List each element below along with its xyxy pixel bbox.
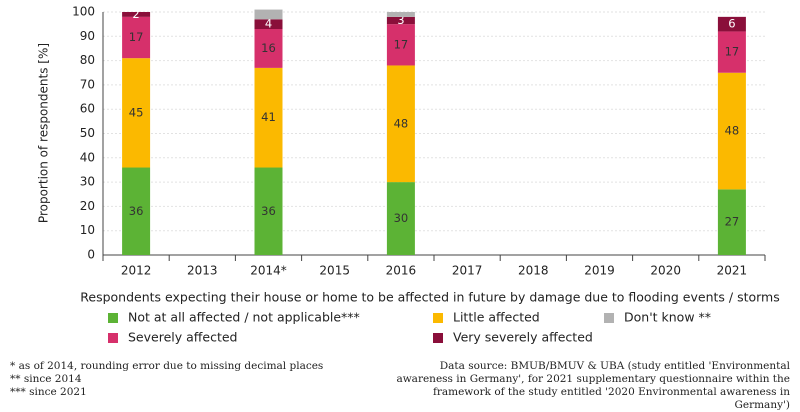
data-label: 17	[394, 37, 409, 51]
data-label: 17	[725, 45, 740, 59]
data-label: 2	[132, 7, 139, 21]
x-tick-label: 2016	[386, 264, 417, 278]
y-tick-label: 100	[72, 5, 95, 19]
legend-label: Very severely affected	[453, 330, 593, 345]
y-tick-label: 80	[80, 53, 95, 67]
bar-segment	[254, 19, 283, 30]
footnote: * as of 2014, rounding error due to miss…	[10, 360, 324, 372]
x-tick-label: 2015	[319, 264, 350, 278]
y-tick-label: 60	[80, 102, 95, 116]
bar-segment	[122, 12, 151, 17]
legend-title: Respondents expecting their house or hom…	[80, 290, 780, 305]
data-label: 30	[394, 211, 409, 225]
data-label: 27	[725, 215, 740, 229]
bar-segment	[717, 189, 746, 255]
page: Proportion of respondents [%] Respondent…	[10, 4, 790, 411]
bar-segment	[254, 67, 283, 168]
data-label: 48	[725, 124, 740, 138]
bar-segment	[386, 16, 415, 25]
bar-segment	[122, 167, 151, 255]
x-tick-label: 2021	[717, 264, 748, 278]
x-tick-label: 2014*	[250, 264, 287, 278]
data-label: 48	[394, 116, 409, 130]
data-label: 4	[265, 17, 272, 31]
y-tick-label: 70	[80, 77, 95, 91]
y-tick-label: 20	[80, 199, 95, 213]
y-tick-label: 0	[87, 248, 95, 262]
data-source: Data source: BMUB/BMUV & UBA (study enti…	[396, 360, 790, 411]
legend-swatch	[108, 313, 118, 323]
y-tick-label: 50	[80, 126, 95, 140]
legend-label: Little affected	[453, 310, 540, 325]
y-tick-label: 30	[80, 175, 95, 189]
legend-swatch	[604, 313, 614, 323]
x-tick-label: 2013	[187, 264, 218, 278]
bar-segment	[717, 16, 746, 32]
bar-segment	[122, 16, 151, 59]
footnote: ** since 2014	[10, 373, 82, 385]
y-tick-label: 40	[80, 150, 95, 164]
footnote: *** since 2021	[10, 386, 87, 398]
bar-segment	[717, 72, 746, 190]
x-tick-label: 2018	[518, 264, 549, 278]
legend-swatch	[108, 333, 118, 343]
chart: Proportion of respondents [%] Respondent…	[37, 5, 780, 345]
data-label: 41	[261, 110, 276, 124]
x-tick-label: 2019	[584, 264, 615, 278]
bar-segment	[386, 65, 415, 183]
data-label: 36	[261, 204, 276, 218]
bar-segment	[386, 12, 415, 17]
data-label: 17	[129, 30, 144, 44]
data-label: 3	[397, 13, 404, 27]
footnotes: * as of 2014, rounding error due to miss…	[10, 360, 370, 399]
legend-swatch	[433, 313, 443, 323]
legend-label: Don't know **	[624, 310, 711, 325]
y-axis-label: Proportion of respondents [%]	[37, 43, 51, 223]
x-tick-label: 2020	[650, 264, 681, 278]
bar-segment	[717, 31, 746, 73]
data-label: 6	[728, 17, 735, 31]
bar-segment	[254, 9, 283, 20]
data-label: 16	[261, 41, 276, 55]
data-label: 36	[129, 204, 144, 218]
bar-segment	[254, 167, 283, 255]
bar-segment	[386, 24, 415, 66]
data-label: 45	[129, 105, 144, 119]
legend-label: Severely affected	[128, 330, 237, 345]
bar-segment	[254, 29, 283, 68]
bar-segment	[386, 182, 415, 255]
y-tick-label: 10	[80, 223, 95, 237]
y-tick-label: 90	[80, 29, 95, 43]
bar-segment	[122, 58, 151, 168]
x-tick-label: 2012	[121, 264, 152, 278]
legend-swatch	[433, 333, 443, 343]
x-tick-label: 2017	[452, 264, 483, 278]
legend-label: Not at all affected / not applicable***	[128, 310, 360, 325]
